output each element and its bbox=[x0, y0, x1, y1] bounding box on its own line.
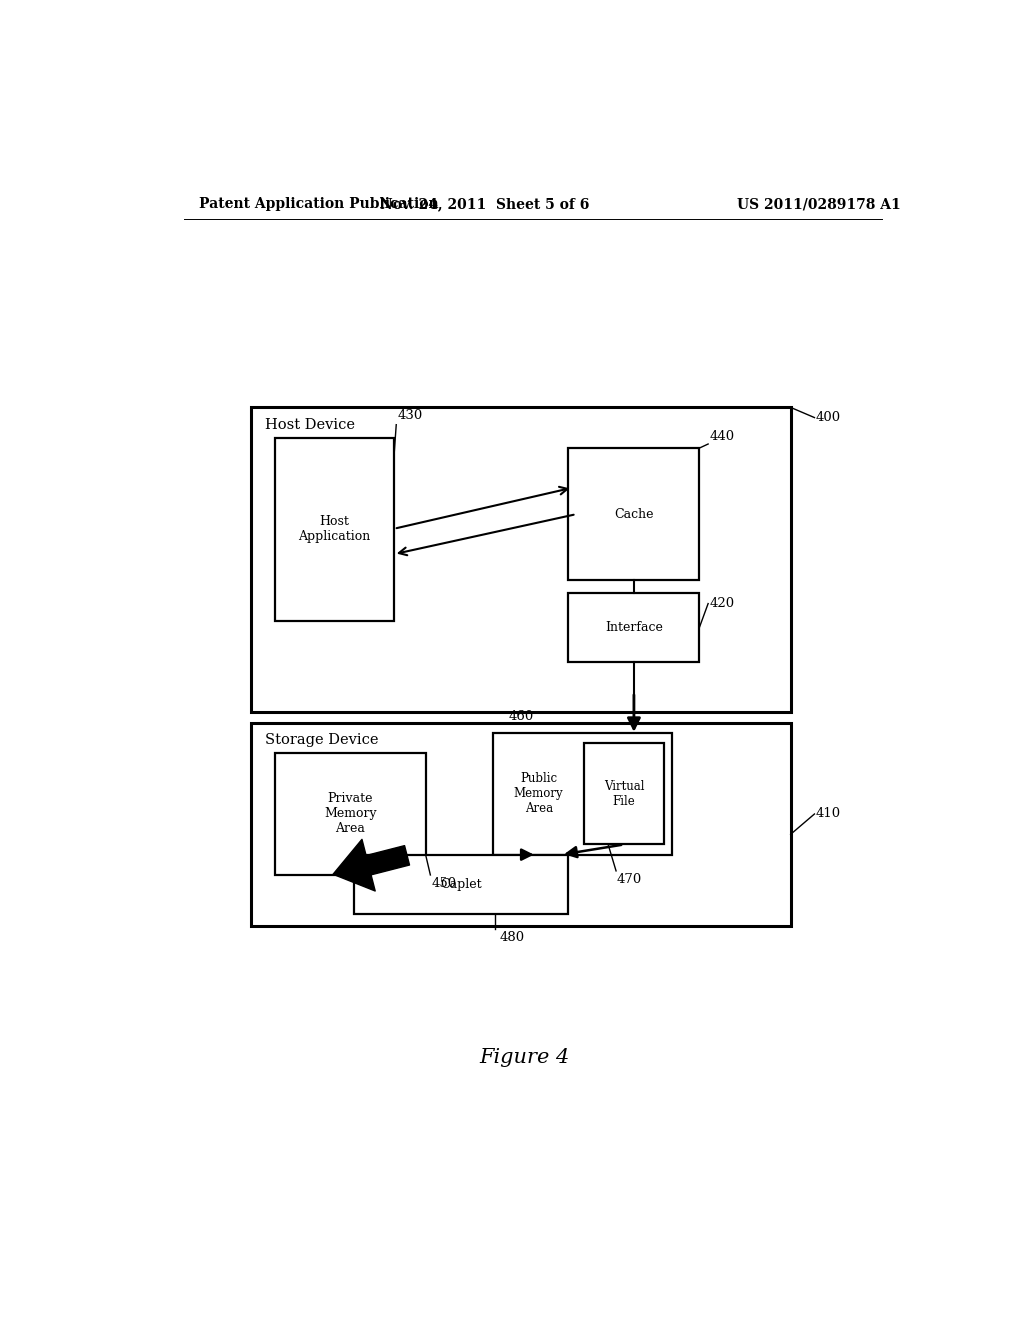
Text: Host Device: Host Device bbox=[265, 417, 355, 432]
Bar bbox=[494, 733, 672, 854]
Text: Nov. 24, 2011  Sheet 5 of 6: Nov. 24, 2011 Sheet 5 of 6 bbox=[381, 197, 590, 211]
Bar bbox=[274, 438, 394, 620]
Text: 410: 410 bbox=[816, 808, 841, 821]
Text: 440: 440 bbox=[710, 430, 735, 444]
Text: 400: 400 bbox=[816, 411, 841, 424]
Bar bbox=[251, 722, 791, 925]
Bar bbox=[568, 447, 699, 581]
Text: Private
Memory
Area: Private Memory Area bbox=[324, 792, 377, 836]
Text: Patent Application Publication: Patent Application Publication bbox=[200, 197, 439, 211]
Text: Interface: Interface bbox=[605, 620, 663, 634]
Text: 460: 460 bbox=[508, 710, 534, 722]
Text: Cache: Cache bbox=[614, 508, 653, 520]
Text: Public
Memory
Area: Public Memory Area bbox=[514, 772, 563, 816]
Bar bbox=[568, 594, 699, 661]
Bar bbox=[251, 408, 791, 713]
Text: Caplet: Caplet bbox=[440, 878, 482, 891]
Text: 420: 420 bbox=[710, 597, 735, 610]
Text: Figure 4: Figure 4 bbox=[479, 1048, 570, 1068]
Bar bbox=[585, 743, 664, 845]
Text: 430: 430 bbox=[397, 409, 423, 421]
Text: 480: 480 bbox=[500, 931, 524, 944]
Text: Host
Application: Host Application bbox=[298, 515, 371, 544]
Bar bbox=[274, 752, 426, 875]
Bar bbox=[354, 854, 568, 913]
Text: US 2011/0289178 A1: US 2011/0289178 A1 bbox=[736, 197, 900, 211]
Text: 450: 450 bbox=[432, 876, 457, 890]
Text: Storage Device: Storage Device bbox=[265, 733, 379, 747]
Text: Virtual
File: Virtual File bbox=[604, 780, 644, 808]
Text: 470: 470 bbox=[616, 873, 641, 886]
